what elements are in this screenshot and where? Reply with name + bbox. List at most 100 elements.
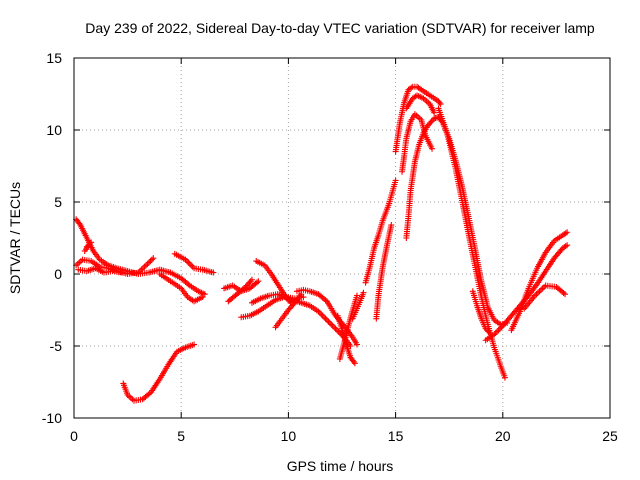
series-arc-g	[120, 341, 198, 404]
x-tick-label: 20	[495, 428, 511, 444]
data-point	[210, 269, 217, 276]
series-arc-ab	[521, 282, 568, 312]
data-point	[183, 258, 190, 265]
series-arc-i	[225, 276, 255, 305]
y-tick-label: -5	[50, 338, 63, 354]
data-point	[388, 222, 395, 229]
data-points	[73, 83, 571, 404]
data-point	[350, 358, 357, 365]
data-point	[392, 177, 399, 184]
data-point	[436, 99, 443, 106]
data-point	[318, 311, 325, 318]
data-point	[492, 330, 499, 337]
data-point	[247, 278, 254, 285]
data-point	[285, 307, 292, 313]
series-arc-q	[349, 289, 367, 322]
data-point	[360, 289, 367, 296]
series-arc-u	[392, 83, 444, 155]
data-point	[322, 315, 329, 322]
series-arc-x	[435, 105, 508, 381]
data-point	[427, 119, 434, 126]
y-tick-label: 15	[46, 50, 62, 66]
data-point	[138, 266, 145, 273]
data-point	[416, 85, 423, 92]
data-point	[328, 321, 335, 328]
series-arc-d	[81, 239, 95, 254]
data-point	[326, 319, 333, 326]
data-point	[319, 312, 326, 319]
data-point	[243, 282, 250, 289]
data-point	[141, 263, 148, 270]
series-arc-f	[171, 250, 217, 276]
data-point	[333, 327, 340, 334]
data-point	[290, 301, 297, 308]
y-tick-label: -10	[42, 410, 62, 426]
data-point	[199, 294, 206, 301]
series-arc-c	[75, 265, 125, 276]
data-point	[535, 289, 542, 296]
data-point	[323, 317, 330, 324]
data-point	[332, 325, 339, 332]
x-tick-label: 25	[602, 428, 618, 444]
series-arc-r	[362, 177, 399, 286]
data-point	[315, 308, 322, 315]
data-point	[536, 288, 543, 295]
data-point	[431, 109, 438, 116]
series-arc-p	[336, 292, 361, 362]
data-point	[248, 276, 255, 283]
data-point	[85, 242, 92, 249]
data-point	[146, 259, 153, 266]
data-point	[186, 260, 193, 267]
axis-ticks: 0 5 10 15 20 25 -10 -5 0 5 10 15	[42, 50, 618, 444]
data-point	[562, 243, 569, 250]
data-point	[484, 327, 491, 334]
series-arc-a	[73, 216, 208, 298]
data-point	[491, 331, 498, 338]
data-point	[538, 286, 545, 293]
data-point	[329, 322, 336, 329]
data-point	[495, 327, 502, 334]
series-arc-aa	[508, 229, 571, 334]
data-point	[185, 259, 192, 266]
series-arc-l	[253, 258, 300, 306]
data-point	[148, 256, 155, 263]
data-point	[437, 101, 444, 108]
data-point	[191, 341, 198, 348]
data-point	[245, 281, 252, 288]
data-point	[242, 283, 249, 290]
data-point	[496, 325, 503, 332]
x-tick-label: 5	[177, 428, 185, 444]
series-arc-t	[399, 111, 436, 175]
chart-title: Day 239 of 2022, Sidereal Day-to-day VTE…	[85, 20, 595, 36]
data-point	[498, 324, 505, 331]
data-point	[428, 118, 435, 125]
series-arc-m	[272, 291, 305, 331]
data-point	[289, 302, 296, 309]
series-arc-v	[403, 92, 438, 116]
data-point	[429, 145, 436, 152]
data-point	[287, 304, 294, 311]
data-point	[335, 328, 342, 335]
y-tick-label: 5	[54, 194, 62, 210]
data-point	[86, 240, 93, 247]
data-point	[241, 285, 248, 292]
data-point	[562, 230, 569, 237]
data-point	[485, 328, 492, 335]
data-point	[189, 263, 196, 270]
x-tick-label: 0	[70, 428, 78, 444]
data-point	[351, 360, 358, 367]
data-point	[564, 229, 571, 236]
data-point	[354, 292, 361, 299]
data-point	[541, 283, 548, 290]
data-point	[142, 262, 149, 269]
data-point	[482, 325, 489, 332]
series-arc-w	[403, 114, 511, 328]
data-point	[83, 243, 90, 250]
data-point	[354, 341, 361, 348]
data-point	[561, 291, 568, 298]
data-point	[408, 84, 415, 91]
data-point	[118, 269, 125, 276]
data-point	[255, 278, 262, 285]
data-point	[533, 291, 540, 298]
